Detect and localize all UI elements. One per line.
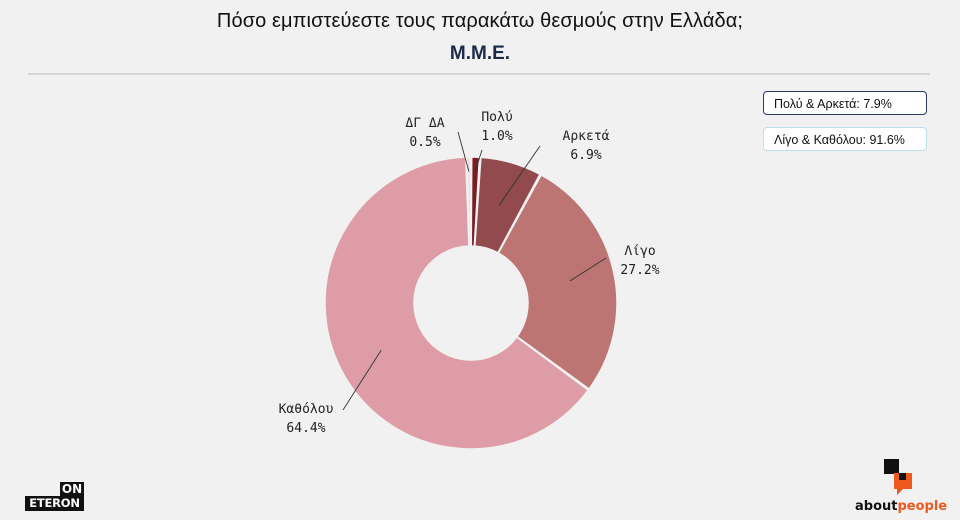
leader-line-ligo — [569, 257, 607, 282]
aboutpeople-logo-text: aboutpeople — [855, 499, 947, 514]
slice-label-ligo: Λίγο — [624, 244, 655, 259]
logo-text-people: people — [897, 499, 948, 514]
leader-line-poly — [474, 149, 483, 172]
title-divider — [28, 73, 930, 75]
summary-box-positive: Πολύ & Αρκετά: 7.9% — [763, 91, 927, 115]
slice-value-ligo: 27.2% — [620, 263, 659, 278]
summary-box-negative: Λίγο & Καθόλου: 91.6% — [763, 127, 927, 151]
slice-katholou — [324, 156, 590, 450]
slice-label-dg-da: ΔΓ ΔΑ — [405, 116, 444, 131]
slice-value-arketa: 6.9% — [570, 148, 601, 163]
logo-text-about: about — [855, 499, 898, 514]
slice-label-poly: Πολύ — [481, 110, 512, 125]
eteron-logo-text: ETERON — [25, 496, 84, 511]
speech-bubble-squares-icon — [884, 459, 912, 495]
slice-dg-da — [466, 156, 472, 247]
leader-line-arketa — [498, 145, 541, 206]
on-logo-mark: ON — [60, 482, 84, 496]
slice-label-katholou: Καθόλου — [279, 402, 334, 417]
leader-line-katholou — [342, 349, 382, 411]
slice-ligo — [497, 173, 618, 391]
chart-subtitle: Μ.Μ.Ε. — [449, 43, 511, 64]
slice-arketa — [474, 156, 541, 254]
slice-value-poly: 1.0% — [481, 129, 512, 144]
slice-label-arketa: Αρκετά — [563, 129, 610, 144]
slice-value-dg-da: 0.5% — [409, 135, 440, 150]
leader-line-dg-da — [457, 131, 470, 172]
chart-title: Πόσο εμπιστεύεστε τους παρακάτω θεσμούς … — [216, 10, 744, 32]
donut-chart: Πολύ 1.0% Αρκετά 6.9% Λίγο 27.2% Καθόλου 64.4% Δ… — [279, 110, 660, 450]
slice-value-katholou: 64.4% — [286, 421, 325, 436]
